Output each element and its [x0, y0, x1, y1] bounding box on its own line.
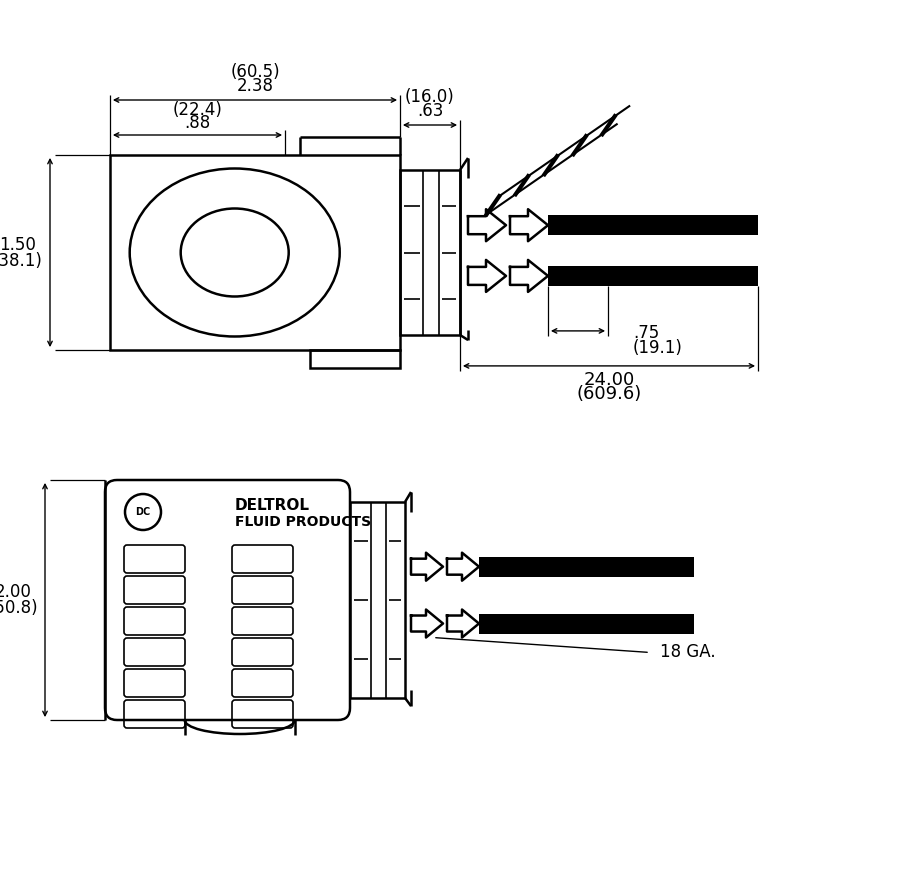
- Bar: [350, 502, 405, 698]
- Text: (19.1): (19.1): [633, 339, 683, 357]
- Text: 2.00: 2.00: [0, 583, 31, 601]
- Text: .75: .75: [633, 324, 659, 342]
- Bar: [310, 350, 400, 368]
- Text: (60.5): (60.5): [230, 63, 280, 81]
- Bar: [400, 170, 460, 335]
- Text: DC: DC: [135, 507, 151, 517]
- Bar: [110, 155, 400, 350]
- Text: (38.1): (38.1): [0, 252, 43, 269]
- Text: (609.6): (609.6): [577, 385, 642, 403]
- Text: 24.00: 24.00: [583, 370, 634, 389]
- Text: (16.0): (16.0): [405, 88, 455, 106]
- Text: .88: .88: [185, 114, 210, 132]
- Text: FLUID PRODUCTS: FLUID PRODUCTS: [235, 515, 371, 529]
- Bar: [479, 613, 694, 634]
- Text: 18 GA.: 18 GA.: [660, 643, 716, 662]
- Text: 1.50: 1.50: [0, 236, 37, 253]
- Text: (22.4): (22.4): [173, 101, 222, 119]
- Text: .63: .63: [417, 102, 443, 120]
- Text: (50.8): (50.8): [0, 599, 37, 617]
- Bar: [548, 216, 758, 235]
- Bar: [548, 266, 758, 286]
- Text: 2.38: 2.38: [237, 77, 273, 95]
- Bar: [479, 557, 694, 576]
- Text: DELTROL: DELTROL: [235, 497, 310, 512]
